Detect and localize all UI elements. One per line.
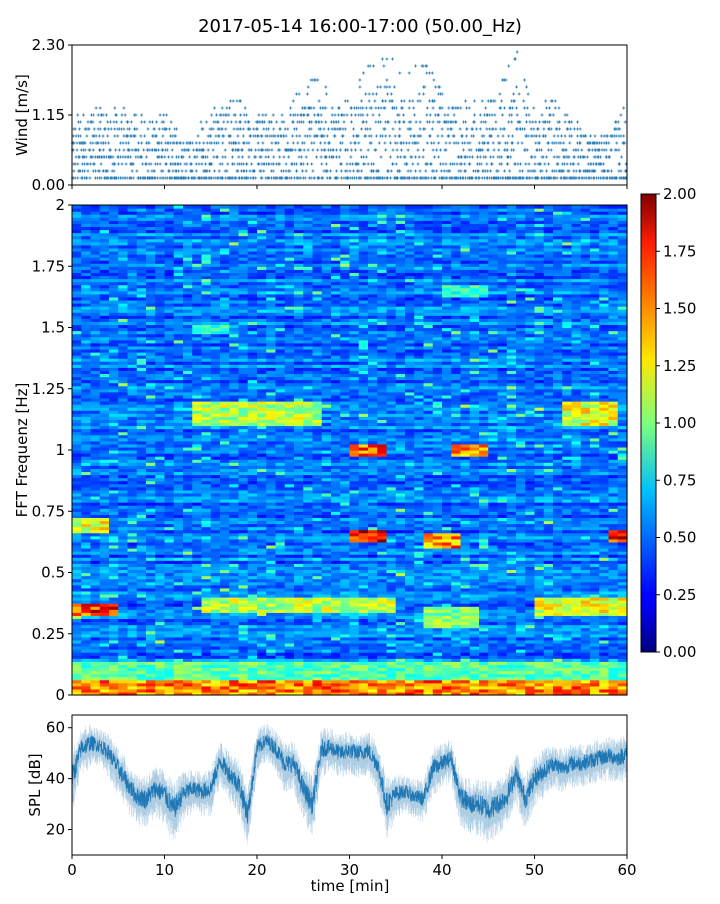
spectrogram-cell [220, 205, 230, 209]
spectrogram-cell [276, 205, 286, 209]
spectrogram-cell [72, 205, 82, 209]
wind-panel: 0.00 1.15 2.30 Wind [m/s] [13, 36, 628, 194]
wind-ytick-label: 2.30 [32, 36, 65, 54]
spectrogram-cell [350, 205, 360, 209]
spectrogram-cell [294, 205, 304, 209]
spectrogram-cell [137, 205, 147, 209]
spectrogram-cell [313, 205, 323, 209]
wind-ytick-label: 0.00 [32, 176, 65, 194]
spectrogram-cell [100, 205, 110, 209]
spectrogram-cell [174, 205, 184, 209]
spectrogram-cell [183, 205, 193, 209]
spectrogram-cell [192, 205, 202, 209]
spectrogram-cell [303, 205, 313, 209]
spectrogram-cell [202, 205, 212, 209]
wind-scatter [71, 51, 628, 180]
spectrogram-cell [211, 205, 221, 209]
wind-markers [71, 51, 628, 180]
spectrogram-cell [266, 205, 276, 209]
figure-title: 2017-05-14 16:00-17:00 (50.00_Hz) [198, 16, 522, 37]
spectrogram-cell [340, 205, 350, 209]
spectrogram-cell [322, 205, 332, 209]
spectrogram-cell [155, 205, 165, 209]
spectrogram-cell [331, 205, 341, 209]
spectrogram-cell [257, 205, 267, 209]
spectrogram-cell [109, 205, 119, 209]
spectrogram-heatmap [72, 205, 628, 696]
spectrogram-cell [239, 205, 249, 209]
spectrogram-cell [91, 205, 101, 209]
spectrogram-cell [146, 205, 156, 209]
spectrogram-cell [248, 205, 258, 209]
spectrogram-cell [118, 205, 128, 209]
spectrogram-cell [165, 205, 175, 209]
spectrogram-cell [128, 205, 138, 209]
spectrogram-cell [81, 205, 91, 209]
spectrogram-cell [229, 205, 239, 209]
spectrogram-cell [285, 205, 295, 209]
wind-ylabel: Wind [m/s] [13, 74, 31, 156]
wind-ytick-label: 1.15 [32, 106, 65, 124]
